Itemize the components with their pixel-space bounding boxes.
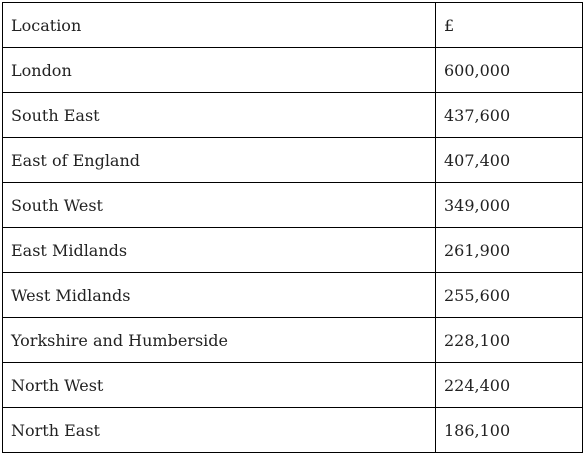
location-cell: South West (2, 182, 436, 228)
table-row: West Midlands 255,600 (2, 272, 583, 318)
table-row: North West 224,400 (2, 362, 583, 408)
table-row: South West 349,000 (2, 182, 583, 228)
table-row: Yorkshire and Humberside 228,100 (2, 317, 583, 363)
table-row: London 600,000 (2, 47, 583, 93)
price-cell: 349,000 (435, 182, 583, 228)
location-cell: North West (2, 362, 436, 408)
location-cell: Yorkshire and Humberside (2, 317, 436, 363)
price-cell: 186,100 (435, 407, 583, 453)
header-price: £ (435, 2, 583, 48)
header-location: Location (2, 2, 436, 48)
table-row: East of England 407,400 (2, 137, 583, 183)
location-cell: West Midlands (2, 272, 436, 318)
location-cell: East of England (2, 137, 436, 183)
header-row: Location £ (2, 2, 583, 48)
table-header: Location £ (2, 2, 583, 48)
table-row: North East 186,100 (2, 407, 583, 453)
table-row: East Midlands 261,900 (2, 227, 583, 273)
location-cell: North East (2, 407, 436, 453)
price-cell: 224,400 (435, 362, 583, 408)
price-cell: 437,600 (435, 92, 583, 138)
location-cell: South East (2, 92, 436, 138)
price-cell: 407,400 (435, 137, 583, 183)
table-row: South East 437,600 (2, 92, 583, 138)
location-cell: East Midlands (2, 227, 436, 273)
location-cell: London (2, 47, 436, 93)
price-cell: 600,000 (435, 47, 583, 93)
table-body: London 600,000 South East 437,600 East o… (2, 47, 583, 453)
price-cell: 255,600 (435, 272, 583, 318)
price-cell: 228,100 (435, 317, 583, 363)
price-cell: 261,900 (435, 227, 583, 273)
